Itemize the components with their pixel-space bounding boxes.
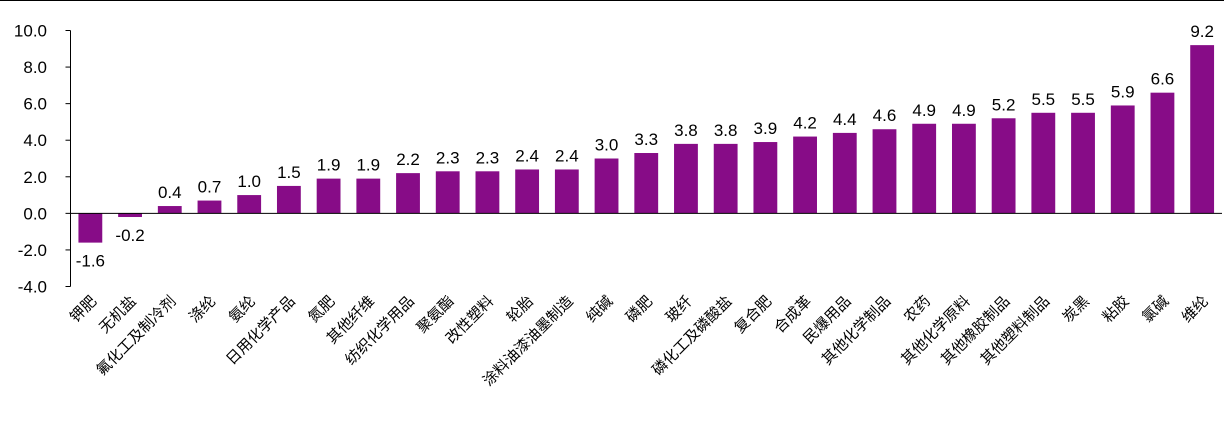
category-label: 轮胎 — [503, 292, 537, 326]
bar — [1110, 105, 1135, 214]
bar — [118, 213, 142, 218]
data-label: -1.6 — [76, 252, 105, 271]
bar — [78, 213, 103, 243]
bar — [832, 132, 857, 214]
data-label: 3.3 — [634, 130, 658, 149]
data-label: 6.6 — [1151, 70, 1175, 89]
y-tick-label: -2.0 — [18, 241, 47, 260]
bar — [276, 185, 301, 214]
bar — [316, 178, 341, 214]
bar — [594, 158, 619, 214]
y-tick-label: -4.0 — [18, 278, 47, 297]
data-label: 4.9 — [912, 101, 936, 120]
bar — [674, 143, 698, 214]
y-tick-label: 6.0 — [23, 95, 47, 114]
bars — [78, 45, 1215, 243]
bar — [1190, 45, 1215, 214]
data-label: 0.7 — [198, 178, 222, 197]
bar — [713, 143, 738, 214]
bar — [1031, 112, 1056, 214]
data-label: 4.9 — [952, 101, 976, 120]
data-label: 1.0 — [237, 172, 261, 191]
data-label: 5.5 — [1071, 90, 1095, 109]
data-label: 2.4 — [555, 146, 579, 165]
bar — [396, 173, 420, 214]
data-label: 3.8 — [674, 121, 698, 140]
data-label: 0.4 — [158, 183, 182, 202]
data-label: 1.5 — [277, 163, 301, 182]
bar — [435, 171, 460, 214]
bar — [912, 123, 937, 214]
data-label: 3.9 — [754, 119, 778, 138]
bar — [157, 206, 182, 214]
data-label: 4.2 — [793, 114, 817, 133]
category-label: 纯碱 — [582, 292, 616, 326]
category-label: 磷肥 — [622, 292, 656, 326]
bar — [951, 123, 976, 214]
bar — [634, 153, 659, 214]
data-label: 3.8 — [714, 121, 738, 140]
data-label: 5.2 — [992, 95, 1016, 114]
category-label: 维纶 — [1178, 292, 1212, 326]
data-label: 3.0 — [595, 136, 619, 155]
category-label: 粘胶 — [1099, 292, 1133, 326]
bar — [991, 118, 1016, 214]
y-axis: 10.0 8.0 6.0 4.0 2.0 0.0 -2.0 -4.0 — [14, 22, 71, 297]
data-label: 9.2 — [1190, 22, 1214, 41]
category-label: 氯碱 — [1138, 292, 1172, 326]
category-label: 农药 — [900, 292, 934, 326]
bar — [356, 178, 381, 214]
data-label: 2.2 — [396, 150, 420, 169]
bar — [1071, 112, 1095, 214]
y-tick-label: 4.0 — [23, 131, 47, 150]
category-label: 氮肥 — [304, 292, 338, 326]
category-label: 氨纶 — [225, 292, 259, 326]
data-label: 2.4 — [515, 146, 539, 165]
bar — [1150, 92, 1175, 214]
data-label: 5.5 — [1031, 90, 1055, 109]
category-label: 复合肥 — [731, 292, 776, 337]
data-label: 1.9 — [356, 156, 380, 175]
y-tick-label: 2.0 — [23, 168, 47, 187]
data-label: 4.6 — [873, 106, 897, 125]
data-label: 4.4 — [833, 110, 857, 129]
bar — [753, 142, 778, 214]
y-tick-label: 0.0 — [23, 204, 47, 223]
category-label: 炭黑 — [1059, 292, 1093, 326]
data-labels: -1.6 -0.2 0.4 0.7 1.0 1.5 1.9 1.9 2.2 2.3 2.3 2.4 2.… — [76, 22, 1214, 270]
bar — [475, 171, 500, 214]
y-tick-label: 10.0 — [14, 22, 47, 41]
data-label: -0.2 — [115, 226, 144, 245]
category-label: 涤纶 — [185, 292, 219, 326]
bar — [197, 200, 222, 214]
bar — [554, 169, 579, 214]
data-label: 1.9 — [317, 156, 341, 175]
bar — [793, 136, 817, 214]
bar — [872, 129, 897, 214]
category-label: 玻纤 — [662, 292, 696, 326]
category-label: 钾肥 — [66, 292, 100, 326]
data-label: 2.3 — [476, 148, 500, 167]
bar — [515, 169, 540, 214]
data-label: 2.3 — [436, 148, 460, 167]
y-tick-label: 8.0 — [23, 58, 47, 77]
bar — [237, 195, 262, 214]
data-label: 5.9 — [1111, 82, 1135, 101]
